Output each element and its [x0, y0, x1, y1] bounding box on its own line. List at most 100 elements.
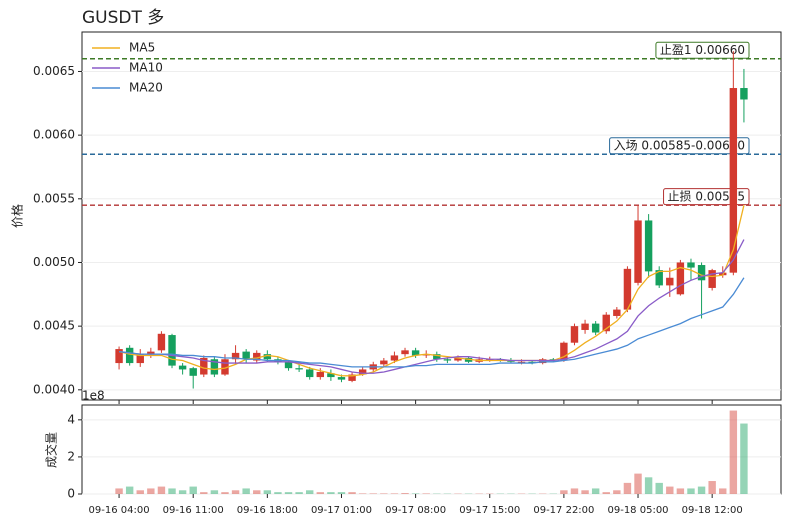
candle-body: [433, 354, 441, 360]
candle-body: [210, 359, 219, 375]
volume-bar: [348, 492, 356, 494]
candle-body: [687, 262, 695, 268]
volume-bar: [634, 473, 642, 494]
x-tick-label: 09-16 04:00: [89, 505, 150, 516]
volume-bar: [168, 488, 176, 494]
candle-body: [316, 371, 325, 378]
volume-bar: [327, 492, 335, 494]
candle-body: [221, 359, 229, 375]
candle-body: [136, 354, 144, 364]
candle-body: [676, 262, 685, 295]
x-tick-label: 09-18 05:00: [607, 505, 668, 516]
candle-body: [581, 323, 589, 330]
volume-bar: [729, 410, 738, 494]
volume-bar: [697, 486, 706, 494]
candle-body: [708, 270, 716, 288]
candle-body: [157, 333, 166, 351]
candle-body: [591, 323, 600, 333]
volume-bar: [178, 490, 187, 494]
candle-body: [189, 368, 197, 376]
level-label-box: [655, 41, 750, 59]
volume-bar: [740, 423, 748, 494]
volume-bar: [390, 493, 399, 494]
x-tick-label: 09-16 18:00: [237, 505, 298, 516]
volume-bar: [708, 481, 716, 494]
y-tick-label: 0.0045: [33, 319, 75, 333]
candle-body: [242, 351, 250, 360]
candle-body: [443, 359, 452, 361]
candle-body: [147, 351, 155, 355]
offset-label: 1e8: [82, 389, 105, 403]
volume-bar: [295, 492, 303, 494]
candle-body: [284, 361, 293, 369]
candle-body: [613, 309, 621, 316]
candle-body: [168, 335, 176, 366]
price-axes: [81, 31, 782, 401]
level-label: 止盈1 0.00660: [660, 43, 745, 57]
x-tick-label: 09-17 22:00: [533, 505, 594, 516]
candle-body: [454, 357, 462, 361]
candle-body: [178, 365, 187, 370]
x-tick-label: 09-17 15:00: [459, 505, 520, 516]
y-tick-label: 0.0065: [33, 64, 75, 78]
candle-body: [729, 88, 738, 273]
candle-body: [666, 277, 674, 286]
volume-bar: [210, 490, 219, 494]
volume-bar: [644, 477, 653, 494]
volume-bar: [189, 486, 197, 494]
x-tick-label: 09-16 11:00: [163, 505, 224, 516]
level-label: 入场 0.00585-0.00600: [614, 139, 745, 153]
candle-body: [740, 88, 748, 100]
volume-bar: [591, 488, 600, 494]
volume-bar: [263, 490, 272, 494]
candle-body: [517, 361, 526, 363]
volume-bar: [602, 492, 610, 494]
volume-bar: [274, 492, 282, 494]
candle-body: [623, 268, 632, 310]
volume-bar: [358, 493, 367, 494]
volume-bar: [719, 488, 727, 494]
chart-title: GUSDT 多: [82, 8, 164, 28]
candle-body: [263, 354, 272, 360]
candle-body: [390, 355, 399, 361]
volume-bar: [337, 492, 346, 494]
candle-body: [115, 349, 123, 364]
candle-body: [380, 360, 388, 365]
volume-bar: [221, 492, 229, 494]
volume-bar: [242, 488, 250, 494]
candle-body: [602, 314, 610, 332]
volume-bar: [655, 482, 663, 494]
volume-bar: [369, 493, 377, 494]
candle-body: [644, 220, 653, 272]
candle-body: [358, 369, 367, 375]
x-tick-label: 09-17 01:00: [311, 505, 372, 516]
volume-bar: [231, 490, 240, 494]
volume-bar: [676, 488, 685, 494]
volume-axis-label: 成交量: [44, 432, 59, 468]
y-tick-label: 0: [67, 487, 75, 501]
volume-axes: [81, 404, 782, 495]
x-tick-label: 09-18 12:00: [682, 505, 743, 516]
candle-body: [411, 350, 420, 356]
volume-bar: [570, 488, 579, 494]
volume-bar: [380, 493, 388, 494]
volume-bar: [147, 488, 155, 494]
candle-body: [401, 350, 409, 355]
candle-body: [655, 270, 663, 286]
volume-bar: [666, 486, 674, 494]
candle-body: [697, 265, 706, 281]
volume-bar: [316, 492, 325, 494]
volume-bar: [136, 490, 144, 494]
candle-body: [295, 368, 303, 370]
volume-bar: [560, 490, 568, 494]
level-label-box: [609, 137, 750, 155]
volume-bar: [200, 492, 208, 494]
volume-bar: [623, 482, 632, 494]
candle-body: [337, 377, 346, 380]
candle-body: [231, 352, 240, 360]
volume-bar: [422, 493, 430, 494]
y-axis-label: 价格: [10, 204, 25, 228]
level-label-box: [663, 188, 750, 206]
volume-bar: [305, 490, 314, 494]
